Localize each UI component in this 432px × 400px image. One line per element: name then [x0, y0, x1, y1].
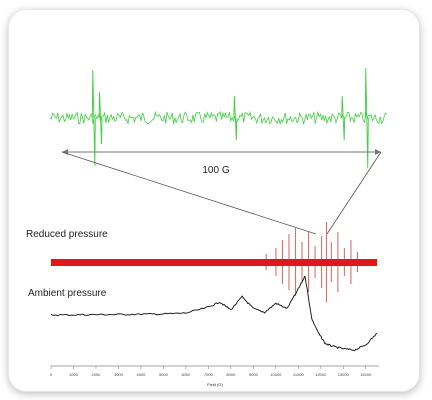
x-tick-label-7: 7000	[204, 372, 214, 377]
x-tick-label-13: 13000	[338, 372, 350, 377]
inset-peaks	[91, 67, 369, 169]
x-tick-label-2: 2000	[92, 372, 102, 377]
inset-peak-4	[364, 67, 369, 169]
scale-bar-label: 100 G	[202, 165, 229, 176]
x-tick-label-3: 3000	[114, 372, 124, 377]
inset-peak-2	[233, 95, 238, 141]
x-tick-label-10: 10000	[270, 372, 282, 377]
inset-peak-1	[98, 91, 103, 145]
inset-peak-3	[341, 95, 346, 141]
x-tick-label-4: 4000	[136, 372, 146, 377]
zoom-connector-right	[326, 151, 382, 235]
x-axis-label: Field (G)	[207, 382, 223, 387]
zoom-connector-left	[61, 151, 317, 235]
epr-figure: 100 G Reduced pressure Ambient pressure …	[26, 67, 388, 387]
scale-bar-right-arrow	[375, 149, 381, 155]
x-tick-label-1: 1000	[69, 372, 79, 377]
ambient-pressure-label: Ambient pressure	[28, 288, 107, 299]
figure-card: 100 G Reduced pressure Ambient pressure …	[8, 9, 420, 392]
reduced-pressure-trace	[51, 259, 377, 266]
x-tick-label-9: 9000	[249, 372, 259, 377]
x-tick-label-14: 14000	[360, 372, 372, 377]
inset-spectrum-trace	[49, 110, 388, 126]
inset-peak-0	[91, 69, 96, 167]
reduced-pressure-label: Reduced pressure	[26, 229, 108, 240]
x-axis-ticks: 0 1000 2000 3000 4000 5000 6000 7000 8000 9000 100…	[50, 366, 372, 377]
x-tick-label-8: 8000	[226, 372, 236, 377]
ambient-pressure-trace	[50, 276, 378, 352]
x-tick-label-0: 0	[50, 372, 53, 377]
x-tick-label-5: 5000	[159, 372, 169, 377]
x-tick-label-6: 6000	[181, 372, 191, 377]
x-tick-label-11: 11000	[293, 372, 305, 377]
x-tick-label-12: 12000	[315, 372, 327, 377]
